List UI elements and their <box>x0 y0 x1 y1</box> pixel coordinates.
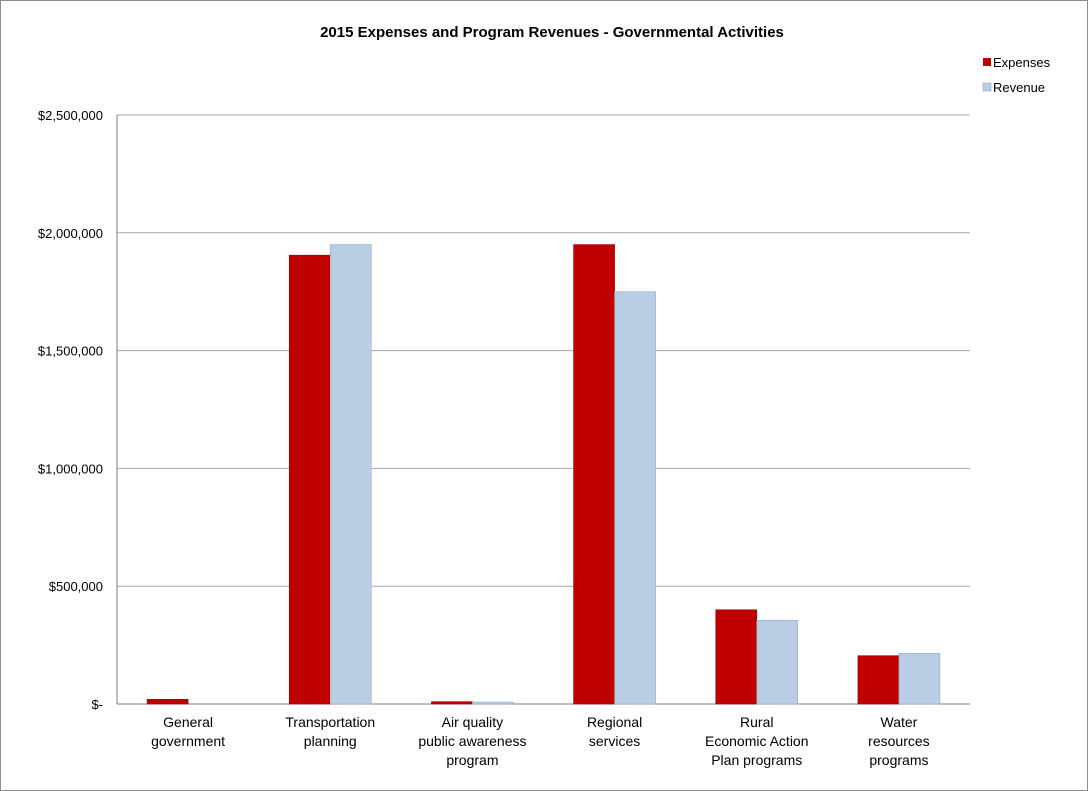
legend-label: Expenses <box>993 55 1051 70</box>
y-tick-label: $1,500,000 <box>38 344 103 359</box>
bar-expenses <box>857 655 900 705</box>
y-tick-label: $500,000 <box>49 579 103 594</box>
x-tick-label: Transportation planning <box>285 714 375 749</box>
legend-swatch <box>983 58 991 66</box>
bar-expenses <box>288 254 331 705</box>
x-tick-label: General government <box>151 714 225 749</box>
y-tick-label: $- <box>91 697 103 712</box>
bar-revenue <box>756 620 799 705</box>
gridlines <box>117 114 970 705</box>
y-tick-label: $1,000,000 <box>38 461 103 476</box>
y-tick-label: $2,000,000 <box>38 226 103 241</box>
y-axis: $- $500,000 $1,000,000 $1,500,000 $2,000,000… <box>38 108 118 712</box>
bar-expenses <box>431 701 473 705</box>
bar-revenue <box>329 244 372 705</box>
legend: Expenses Revenue <box>982 55 1051 95</box>
x-axis: General government Transportation planning A… <box>151 714 930 768</box>
x-tick-label: Regional services <box>587 714 642 749</box>
bar-expenses <box>715 609 758 705</box>
chart-title: 2015 Expenses and Program Revenues - Gov… <box>320 24 784 41</box>
bar-revenue <box>898 653 941 705</box>
bar-expenses <box>146 698 189 705</box>
bars <box>146 244 941 705</box>
legend-swatch <box>982 82 992 92</box>
bar-revenue <box>472 701 514 705</box>
x-tick-label: Air quality public awareness program <box>418 714 526 768</box>
bar-revenue <box>614 291 656 705</box>
x-tick-label: Water resources programs <box>868 714 929 768</box>
bar-expenses <box>573 244 615 705</box>
legend-label: Revenue <box>993 80 1045 95</box>
y-tick-label: $2,500,000 <box>38 108 103 123</box>
x-tick-label: Rural Economic Action Plan programs <box>705 714 809 768</box>
